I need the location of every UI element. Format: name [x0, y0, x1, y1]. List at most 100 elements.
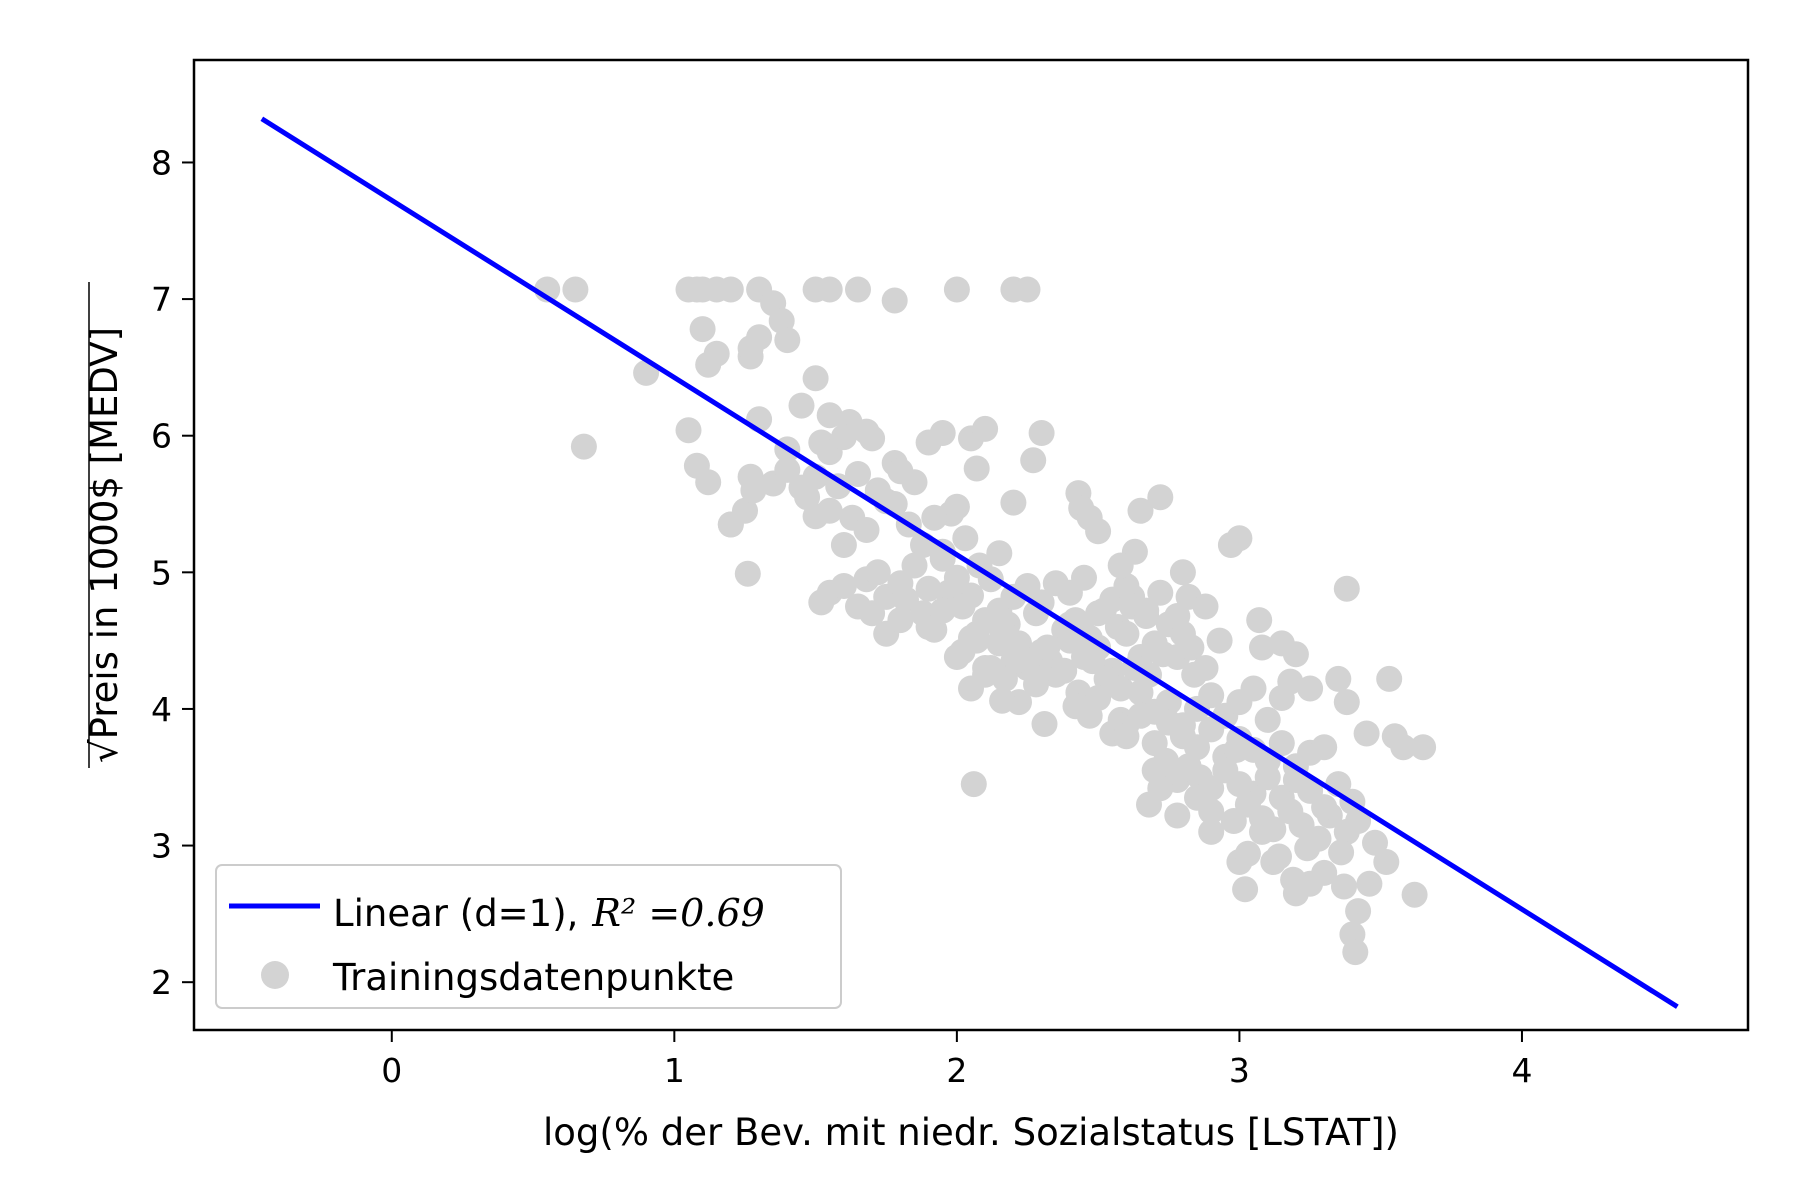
- data-point: [1240, 675, 1267, 702]
- data-point: [1107, 675, 1134, 702]
- data-point: [570, 433, 597, 460]
- x-tick-label: 2: [946, 1051, 967, 1090]
- data-point: [943, 276, 970, 303]
- data-point: [1178, 634, 1205, 661]
- data-point: [1345, 808, 1372, 834]
- data-point: [1181, 661, 1208, 688]
- data-point: [1155, 689, 1182, 716]
- data-point: [1234, 840, 1261, 867]
- data-point: [1266, 843, 1292, 870]
- data-point: [1311, 859, 1338, 886]
- y-tick-label: 3: [151, 827, 172, 866]
- data-point: [853, 517, 880, 543]
- data-point: [901, 552, 928, 579]
- data-point: [963, 455, 990, 482]
- x-tick-label: 0: [381, 1051, 402, 1090]
- data-point: [1051, 657, 1078, 684]
- data-point: [929, 597, 956, 624]
- data-point: [1311, 734, 1338, 761]
- data-point: [1023, 671, 1049, 698]
- data-point: [794, 484, 821, 511]
- data-point: [952, 525, 979, 552]
- data-point: [1034, 634, 1061, 661]
- data-point: [986, 540, 1013, 567]
- data-point: [737, 335, 764, 362]
- data-point: [830, 532, 857, 558]
- plot-frame: [192, 58, 1750, 1032]
- data-point: [695, 351, 722, 378]
- scatter-points: [534, 276, 1437, 966]
- data-point: [1254, 764, 1281, 791]
- data-point: [864, 559, 891, 586]
- data-point: [689, 316, 716, 343]
- legend-box: [215, 864, 842, 1009]
- y-axis: 2 3 4 5 6 7 8: [151, 143, 194, 1002]
- data-point: [901, 469, 928, 496]
- data-point: [830, 424, 857, 451]
- data-point: [562, 276, 589, 303]
- data-point: [1071, 564, 1097, 591]
- x-axis-label: log(% der Bev. mit niedr. Sozialstatus […: [543, 1111, 1399, 1154]
- data-point: [1297, 675, 1324, 702]
- data-point: [1331, 873, 1357, 900]
- data-point: [1198, 818, 1225, 845]
- x-tick-label: 1: [664, 1051, 685, 1090]
- data-point: [1280, 866, 1307, 893]
- data-point: [1147, 775, 1174, 802]
- data-point: [1356, 870, 1383, 897]
- data-point: [1198, 716, 1225, 743]
- x-tick-label: 3: [1229, 1051, 1250, 1090]
- data-point: [1085, 685, 1112, 711]
- data-point: [980, 657, 1007, 684]
- data-point: [1127, 679, 1154, 706]
- y-tick-label: 6: [151, 417, 172, 456]
- data-point: [1014, 648, 1041, 675]
- data-point: [989, 687, 1016, 714]
- data-point: [1113, 620, 1140, 647]
- data-point: [1401, 881, 1428, 908]
- data-point: [881, 287, 908, 314]
- data-point: [1147, 484, 1174, 511]
- data-point: [695, 469, 722, 496]
- data-point: [960, 771, 987, 798]
- data-point: [1079, 648, 1106, 675]
- data-point: [943, 493, 970, 520]
- data-point: [949, 593, 976, 620]
- data-point: [859, 600, 886, 627]
- data-point: [816, 497, 843, 524]
- data-point: [717, 511, 744, 538]
- data-point: [1127, 702, 1154, 729]
- legend: Linear (d=1), R² =0.69 Trainingsdatenpunk…: [215, 864, 842, 1009]
- data-point: [1311, 794, 1338, 821]
- y-axis-label: Preis in 1000$ [MEDV]: [83, 327, 126, 739]
- data-point: [921, 504, 948, 531]
- data-point: [774, 327, 801, 354]
- data-point: [1249, 634, 1275, 661]
- data-point: [1107, 552, 1134, 579]
- data-point: [816, 402, 843, 429]
- data-point: [1232, 876, 1259, 903]
- data-point: [1198, 798, 1225, 825]
- data-point: [1198, 682, 1225, 709]
- data-point: [1268, 730, 1295, 757]
- data-point: [1000, 489, 1027, 516]
- data-point: [1113, 723, 1140, 750]
- data-point: [1325, 665, 1352, 692]
- data-point: [972, 415, 999, 442]
- data-point: [1294, 835, 1321, 862]
- data-point: [774, 456, 801, 483]
- data-point: [1133, 597, 1160, 624]
- data-point: [943, 644, 970, 670]
- y-axis-label-group: √Preis in 1000$ [MEDV]: [83, 327, 126, 763]
- data-point: [1333, 575, 1360, 602]
- data-point: [830, 573, 857, 599]
- data-point: [1192, 593, 1219, 620]
- data-point: [1390, 734, 1417, 761]
- data-point: [1246, 607, 1273, 634]
- data-point: [1362, 829, 1388, 856]
- data-point: [1410, 734, 1437, 761]
- x-axis: 0 1 2 3 4: [381, 1030, 1532, 1090]
- y-tick-label: 7: [151, 280, 172, 319]
- data-point: [1127, 497, 1154, 524]
